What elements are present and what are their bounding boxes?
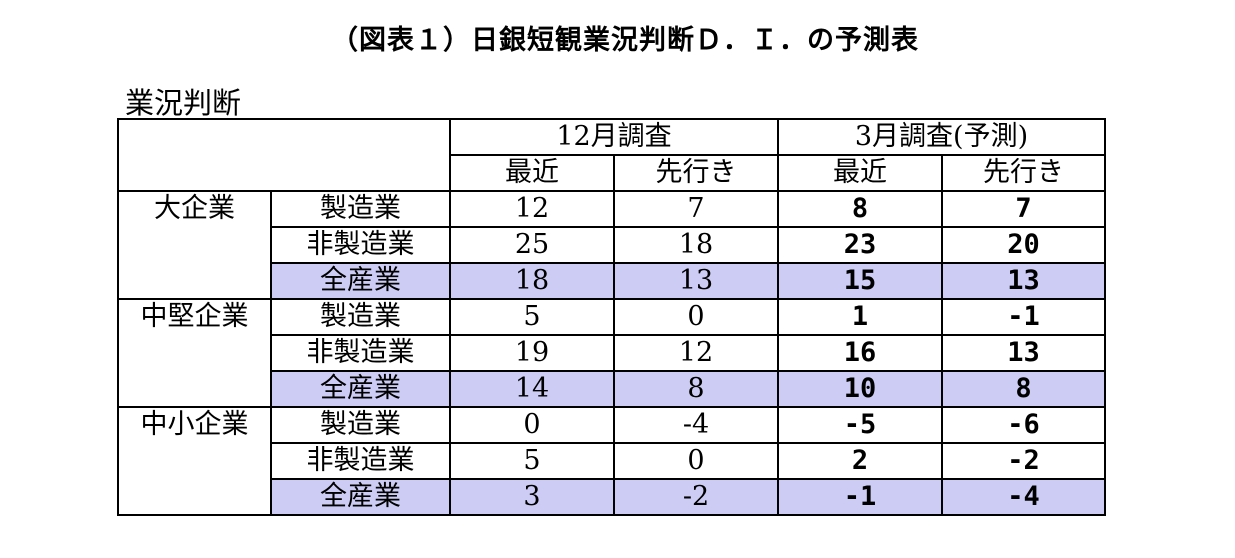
mar-recent-value: 16 xyxy=(777,334,943,372)
section-label: 業況判断 xyxy=(125,86,242,120)
table-row-total: 全産業 14 8 10 8 xyxy=(118,370,1106,408)
industry-label: 非製造業 xyxy=(270,334,451,372)
mar-forward-value: 13 xyxy=(941,334,1106,372)
mar-recent-value: 23 xyxy=(777,226,943,264)
dec-forward-value: -4 xyxy=(613,406,779,444)
table-row: 非製造業 25 18 23 20 xyxy=(118,226,1106,264)
table-row: 非製造業 5 0 2 -2 xyxy=(118,442,1106,480)
mar-recent-value: 10 xyxy=(777,370,943,408)
dec-recent-value: 3 xyxy=(449,478,615,516)
table-row: 非製造業 19 12 16 13 xyxy=(118,334,1106,372)
mar-recent-value: 8 xyxy=(777,190,943,228)
mar-forward-value: 8 xyxy=(941,370,1106,408)
mar-recent-value: 15 xyxy=(777,262,943,300)
table-row: 中堅企業 製造業 5 0 1 -1 xyxy=(117,298,1106,408)
dec-forward-value: 12 xyxy=(613,334,779,372)
group-label: 中堅企業 xyxy=(117,298,272,408)
page-title: （図表１）日銀短観業況判断Ｄ．Ｉ．の予測表 xyxy=(331,25,919,56)
dec-recent-value: 5 xyxy=(449,298,615,336)
mar-forward-value: -4 xyxy=(941,478,1106,516)
dec-forward-value: 0 xyxy=(613,442,779,480)
dec-recent-value: 19 xyxy=(449,334,615,372)
dec-recent-value: 14 xyxy=(449,370,615,408)
industry-label: 製造業 xyxy=(270,406,451,444)
table-row: 大企業 製造業 12 7 8 7 xyxy=(117,190,1106,300)
dec-recent-value: 12 xyxy=(449,190,615,228)
table-row-total: 全産業 3 -2 -1 -4 xyxy=(118,478,1106,516)
dec-recent-value: 0 xyxy=(449,406,615,444)
table-row: 中小企業 製造業 0 -4 -5 -6 xyxy=(117,406,1106,516)
dec-forward-value: 0 xyxy=(613,298,779,336)
header-dec-recent: 最近 xyxy=(449,154,615,192)
mar-forward-value: 20 xyxy=(941,226,1106,264)
header-mar-survey: 3月調査(予測) xyxy=(777,118,1106,156)
mar-forward-value: 7 xyxy=(941,190,1106,228)
header-dec-forward: 先行き xyxy=(613,154,779,192)
group-label: 中小企業 xyxy=(117,406,272,516)
industry-label: 全産業 xyxy=(270,478,451,516)
mar-recent-value: -1 xyxy=(777,478,943,516)
dec-forward-value: 18 xyxy=(613,226,779,264)
header-row-survey: 12月調査 3月調査(予測) xyxy=(117,118,1106,192)
industry-label: 非製造業 xyxy=(270,226,451,264)
mar-forward-value: -6 xyxy=(941,406,1106,444)
dec-forward-value: 7 xyxy=(613,190,779,228)
industry-label: 非製造業 xyxy=(270,442,451,480)
header-mar-recent: 最近 xyxy=(777,154,943,192)
mar-forward-value: -1 xyxy=(941,298,1106,336)
dec-recent-value: 5 xyxy=(449,442,615,480)
mar-recent-value: -5 xyxy=(777,406,943,444)
header-row-period: 最近 先行き 最近 先行き xyxy=(118,154,1106,192)
header-dec-survey: 12月調査 xyxy=(449,118,779,156)
mar-recent-value: 1 xyxy=(777,298,943,336)
mar-forward-value: 13 xyxy=(941,262,1106,300)
header-mar-forward: 先行き xyxy=(941,154,1106,192)
header-corner-cell xyxy=(117,118,451,192)
dec-recent-value: 18 xyxy=(449,262,615,300)
dec-forward-value: 13 xyxy=(613,262,779,300)
dec-forward-value: 8 xyxy=(613,370,779,408)
table-row-total: 全産業 18 13 15 13 xyxy=(118,262,1106,300)
dec-forward-value: -2 xyxy=(613,478,779,516)
dec-recent-value: 25 xyxy=(449,226,615,264)
industry-label: 全産業 xyxy=(270,370,451,408)
business-conditions-table: 12月調査 3月調査(予測) 最近 先行き 最近 先行き 大企業 製造業 12 … xyxy=(117,118,1106,516)
mar-forward-value: -2 xyxy=(941,442,1106,480)
industry-label: 製造業 xyxy=(270,298,451,336)
industry-label: 製造業 xyxy=(270,190,451,228)
mar-recent-value: 2 xyxy=(777,442,943,480)
industry-label: 全産業 xyxy=(270,262,451,300)
group-label: 大企業 xyxy=(117,190,272,300)
